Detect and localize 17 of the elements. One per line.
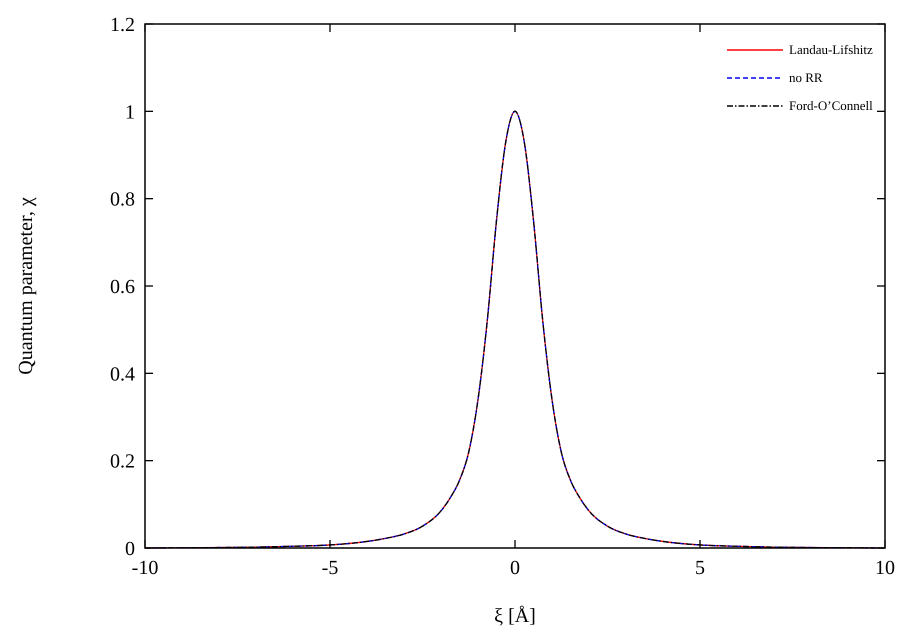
x-tick-label: 0 bbox=[510, 557, 520, 579]
x-tick-label: -5 bbox=[322, 557, 338, 579]
x-axis-title: ξ [Å] bbox=[494, 605, 536, 627]
x-tick-label: 5 bbox=[695, 557, 705, 579]
x-tick-label: 10 bbox=[875, 557, 895, 579]
y-tick-label: 0.4 bbox=[110, 363, 135, 386]
y-tick-label: 0 bbox=[125, 538, 135, 560]
y-axis-title: Quantum parameter, χ bbox=[15, 197, 37, 375]
legend-label: Ford-O’Connell bbox=[789, 98, 874, 113]
legend-label: no RR bbox=[789, 70, 823, 85]
legend-label: Landau-Lifshitz bbox=[789, 42, 873, 57]
y-tick-label: 1 bbox=[125, 101, 135, 124]
y-tick-label: 1.2 bbox=[110, 14, 135, 36]
x-tick-label: -10 bbox=[132, 557, 158, 579]
y-tick-label: 0.8 bbox=[110, 188, 135, 211]
y-tick-label: 0.6 bbox=[110, 276, 135, 298]
y-tick-label: 0.2 bbox=[110, 450, 135, 473]
